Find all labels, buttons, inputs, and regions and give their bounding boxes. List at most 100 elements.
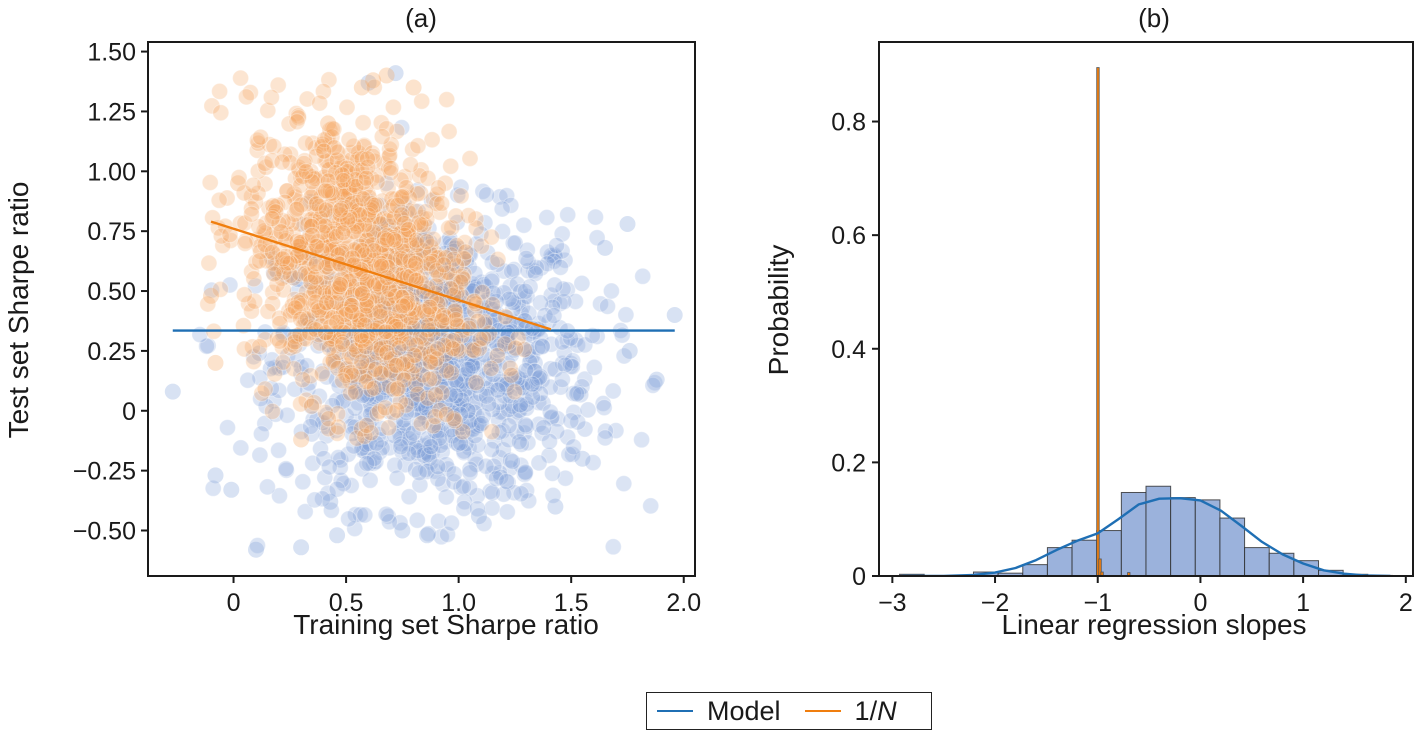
scatter-point (495, 284, 513, 302)
scatter-point (438, 357, 456, 375)
scatter-point (565, 385, 582, 402)
scatter-point (489, 250, 507, 268)
scatter-point (432, 357, 450, 375)
scatter-point (383, 299, 401, 317)
scatter-point (263, 249, 281, 267)
scatter-point (338, 366, 356, 384)
scatter-point (447, 387, 465, 405)
scatter-point (462, 334, 480, 352)
scatter-point (432, 388, 450, 406)
scatter-point (565, 438, 582, 456)
histogram-bar (1194, 499, 1221, 576)
scatter-point (211, 82, 229, 100)
scatter-point (342, 296, 360, 314)
scatter-point (325, 343, 343, 361)
scatter-point (334, 372, 352, 390)
scatter-point (316, 417, 334, 435)
scatter-point (419, 345, 437, 363)
scatter-point (375, 337, 393, 355)
scatter-point (388, 341, 406, 359)
scatter-point (354, 296, 372, 314)
scatter-point (249, 537, 266, 554)
scatter-point (419, 342, 437, 360)
scatter-point (376, 301, 394, 319)
scatter-point (416, 295, 434, 312)
scatter-point (436, 298, 454, 316)
scatter-point (345, 212, 363, 230)
scatter-point (445, 473, 463, 491)
scatter-point (483, 441, 501, 458)
scatter-point (419, 395, 437, 413)
scatter-point (541, 403, 559, 421)
scatter-point (382, 337, 400, 355)
scatter-point (490, 423, 508, 441)
scatter-point (408, 242, 426, 260)
scatter-point (408, 380, 426, 398)
scatter-point (419, 328, 437, 346)
scatter-point (481, 482, 499, 500)
scatter-point (256, 380, 274, 398)
scatter-point (526, 362, 543, 380)
scatter-point (477, 316, 495, 334)
scatter-point (445, 407, 463, 425)
scatter-point (426, 462, 444, 480)
scatter-point (602, 282, 620, 300)
scatter-point (420, 446, 438, 464)
scatter-point (239, 371, 257, 389)
scatter-point (428, 357, 446, 375)
scatter-point (440, 323, 458, 341)
scatter-point (483, 272, 501, 290)
scatter-point (390, 295, 408, 313)
scatter-point (391, 514, 409, 532)
scatter-point (419, 525, 437, 543)
scatter-point (376, 295, 394, 313)
scatter-point (395, 195, 413, 213)
scatter-point (440, 347, 458, 365)
scatter-point (422, 335, 440, 353)
scatter-point (359, 386, 377, 403)
scatter-point (402, 156, 419, 174)
scatter-point (315, 142, 333, 160)
scatter-point (421, 234, 439, 252)
scatter-point (567, 293, 584, 310)
scatter-point (410, 464, 428, 482)
scatter-point (357, 169, 375, 187)
scatter-point (348, 429, 366, 447)
scatter-point (388, 356, 405, 374)
scatter-point (277, 461, 295, 479)
scatter-point (328, 313, 346, 331)
scatter-point (351, 384, 369, 402)
scatter-point (373, 128, 391, 146)
scatter-point (267, 405, 285, 423)
scatter-point (320, 458, 338, 476)
scatter-point (447, 371, 465, 389)
scatter-point (334, 333, 351, 351)
scatter-point (459, 402, 477, 420)
scatter-point (457, 305, 475, 323)
scatter-point (524, 388, 542, 406)
scatter-point (410, 358, 428, 376)
scatter-point (543, 408, 561, 426)
scatter-point (354, 285, 372, 302)
scatter-point (382, 331, 400, 349)
scatter-point (376, 155, 394, 173)
scatter-point (386, 256, 404, 274)
scatter-point (384, 293, 402, 311)
scatter-point (450, 342, 468, 360)
scatter-point (299, 380, 317, 398)
scatter-point (404, 424, 422, 442)
scatter-point (412, 357, 430, 375)
scatter-point (439, 460, 457, 478)
scatter-point (392, 230, 410, 248)
scatter-point (248, 541, 264, 558)
scatter-point (411, 227, 429, 245)
scatter-point (316, 306, 334, 323)
scatter-point (442, 364, 460, 382)
scatter-point (329, 277, 347, 295)
scatter-point (274, 358, 292, 376)
legend-swatch-one-over-n (804, 710, 841, 712)
scatter-point (333, 392, 351, 410)
scatter-point (466, 277, 484, 295)
scatter-point (387, 65, 404, 82)
scatter-point (342, 165, 360, 183)
